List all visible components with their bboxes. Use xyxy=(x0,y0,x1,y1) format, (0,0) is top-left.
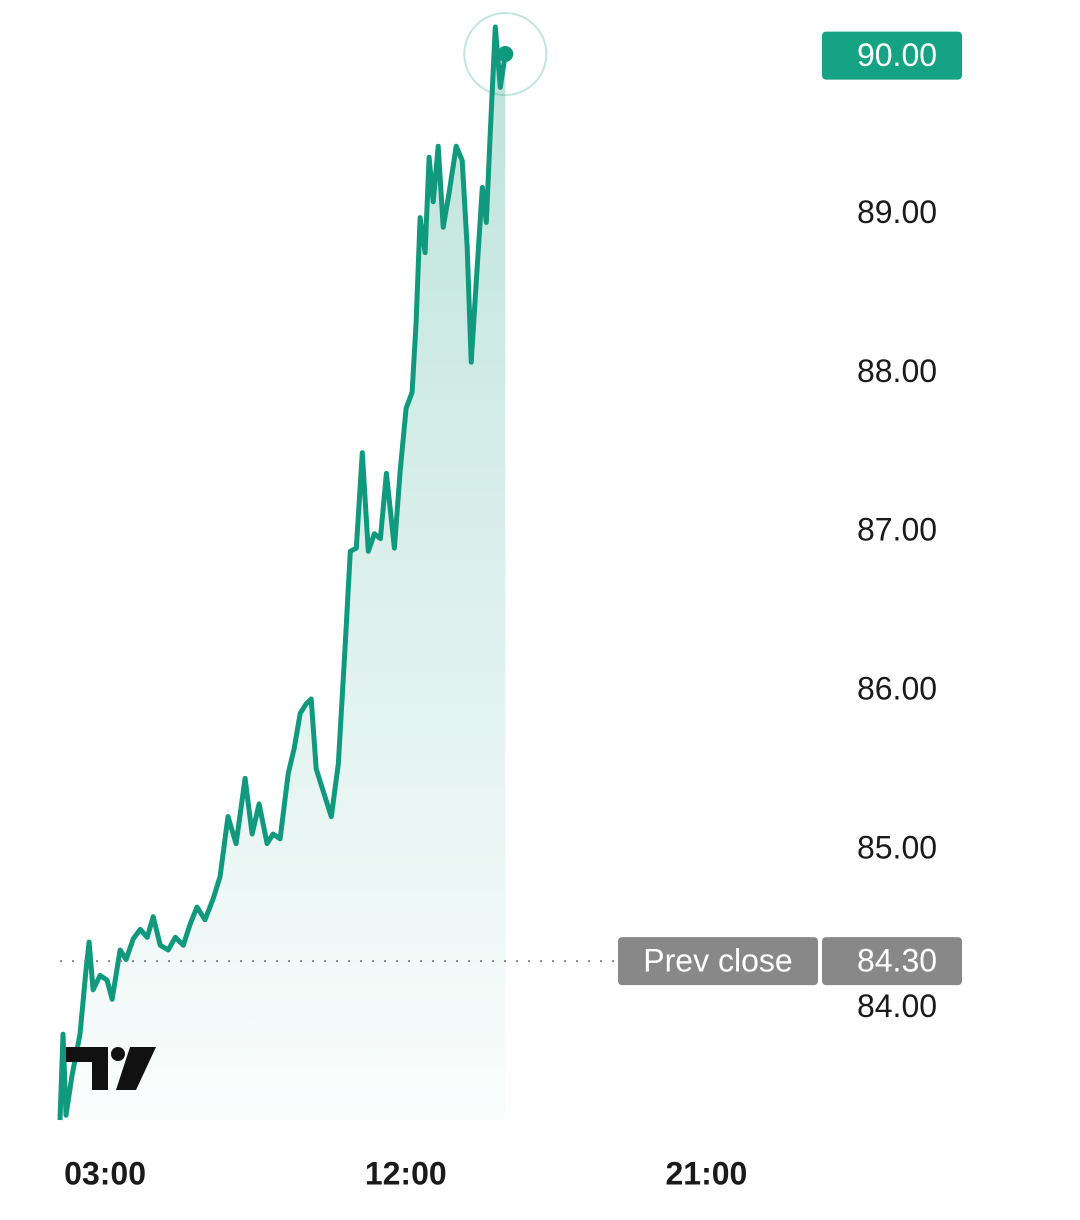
y-tick-label: 84.00 xyxy=(857,988,937,1024)
last-price-label: 90.00 xyxy=(857,37,937,73)
price-line xyxy=(57,24,508,1121)
prev-close-badge xyxy=(618,937,818,986)
area xyxy=(60,27,506,1120)
x-tick-label: 12:00 xyxy=(365,1155,447,1191)
y-tick-label: 87.00 xyxy=(857,512,937,548)
y-tick-label: 85.00 xyxy=(857,829,937,865)
y-tick-label: 89.00 xyxy=(857,194,937,230)
last-point-halo xyxy=(463,12,548,97)
y-tick-label: 88.00 xyxy=(857,353,937,389)
prev-close-label: Prev close xyxy=(643,943,792,979)
prev-close-value-badge xyxy=(822,937,962,986)
x-tick-label: 03:00 xyxy=(64,1155,146,1191)
y-tick-label: 86.00 xyxy=(857,671,937,707)
last-point xyxy=(497,46,514,63)
logo xyxy=(66,1047,156,1090)
last-price-badge xyxy=(822,31,962,80)
x-tick-label: 21:00 xyxy=(665,1155,747,1191)
prev-close-value: 84.30 xyxy=(857,943,937,979)
